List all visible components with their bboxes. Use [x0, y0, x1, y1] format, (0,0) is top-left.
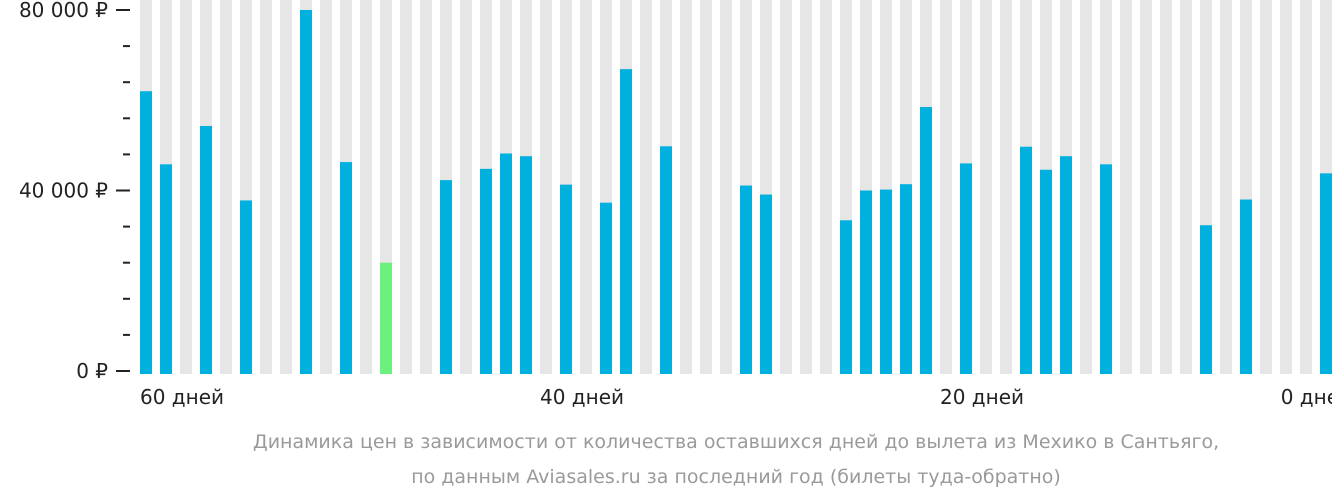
price-bar[interactable] [240, 200, 252, 374]
y-tick-label: 0 ₽ [76, 359, 108, 383]
price-bar[interactable] [900, 184, 912, 374]
price-bar[interactable] [1320, 173, 1332, 374]
x-tick-label: 40 дней [540, 385, 624, 409]
background-column [320, 0, 332, 374]
price-bar[interactable] [1020, 146, 1032, 374]
price-bar[interactable] [660, 146, 672, 374]
price-bar[interactable] [200, 125, 212, 374]
chart-caption-line-2: по данным Aviasales.ru за последний год … [411, 466, 1061, 488]
background-column [980, 0, 992, 374]
background-column [580, 0, 592, 374]
price-bar[interactable] [840, 220, 852, 374]
background-column [800, 0, 812, 374]
background-column [640, 0, 652, 374]
background-column [1280, 0, 1292, 374]
background-column [1300, 0, 1312, 374]
background-column [400, 0, 412, 374]
x-tick-label: 20 дней [940, 385, 1024, 409]
background-column [460, 0, 472, 374]
price-bar[interactable] [1240, 199, 1252, 374]
price-bar[interactable] [740, 185, 752, 374]
price-bars [140, 10, 1332, 375]
price-bar[interactable] [1100, 164, 1112, 374]
price-bar[interactable] [880, 189, 892, 374]
background-column [540, 0, 552, 374]
price-bar[interactable] [500, 153, 512, 374]
background-column [260, 0, 272, 374]
background-column [360, 0, 372, 374]
y-tick-label: 80 000 ₽ [19, 0, 108, 22]
background-column [720, 0, 732, 374]
background-column [1140, 0, 1152, 374]
y-tick-label: 40 000 ₽ [19, 179, 108, 203]
chart-caption-line-1: Динамика цен в зависимости от количества… [252, 431, 1220, 453]
price-bar[interactable] [760, 194, 772, 374]
price-bar[interactable] [300, 10, 312, 374]
price-bar[interactable] [520, 156, 532, 374]
x-tick-label: 60 дней [140, 385, 224, 409]
background-column [1080, 0, 1092, 374]
background-column [420, 0, 432, 374]
price-bar[interactable] [160, 164, 172, 374]
background-column [220, 0, 232, 374]
price-bar[interactable] [340, 162, 352, 374]
y-axis: 80 000 ₽ 40 000 ₽ 0 ₽ [19, 0, 130, 383]
background-column [1120, 0, 1132, 374]
background-column [280, 0, 292, 374]
background-columns [140, 0, 1332, 374]
price-bar[interactable] [960, 163, 972, 374]
price-bar[interactable] [600, 202, 612, 374]
price-bar[interactable] [1040, 169, 1052, 374]
background-column [180, 0, 192, 374]
background-column [940, 0, 952, 374]
price-bar-lowest[interactable] [380, 262, 392, 374]
x-axis: 60 дней 40 дней 20 дней 0 дней [140, 385, 1332, 409]
price-bar[interactable] [620, 69, 632, 375]
x-tick-label: 0 дней [1281, 385, 1332, 409]
price-bar[interactable] [560, 184, 572, 374]
background-column [1260, 0, 1272, 374]
price-chart: 80 000 ₽ 40 000 ₽ 0 ₽ 60 дней 40 дней 20 дне… [19, 0, 1332, 409]
price-bar[interactable] [1200, 225, 1212, 374]
background-column [1220, 0, 1232, 374]
price-bar[interactable] [920, 107, 932, 375]
price-bar[interactable] [860, 190, 872, 375]
background-column [1000, 0, 1012, 374]
price-bar[interactable] [440, 180, 452, 374]
background-column [1180, 0, 1192, 374]
background-column [820, 0, 832, 374]
background-column [700, 0, 712, 374]
price-bar[interactable] [480, 168, 492, 374]
background-column [780, 0, 792, 374]
background-column [1160, 0, 1172, 374]
price-bar[interactable] [1060, 156, 1072, 374]
background-column [680, 0, 692, 374]
price-bar[interactable] [140, 91, 152, 374]
